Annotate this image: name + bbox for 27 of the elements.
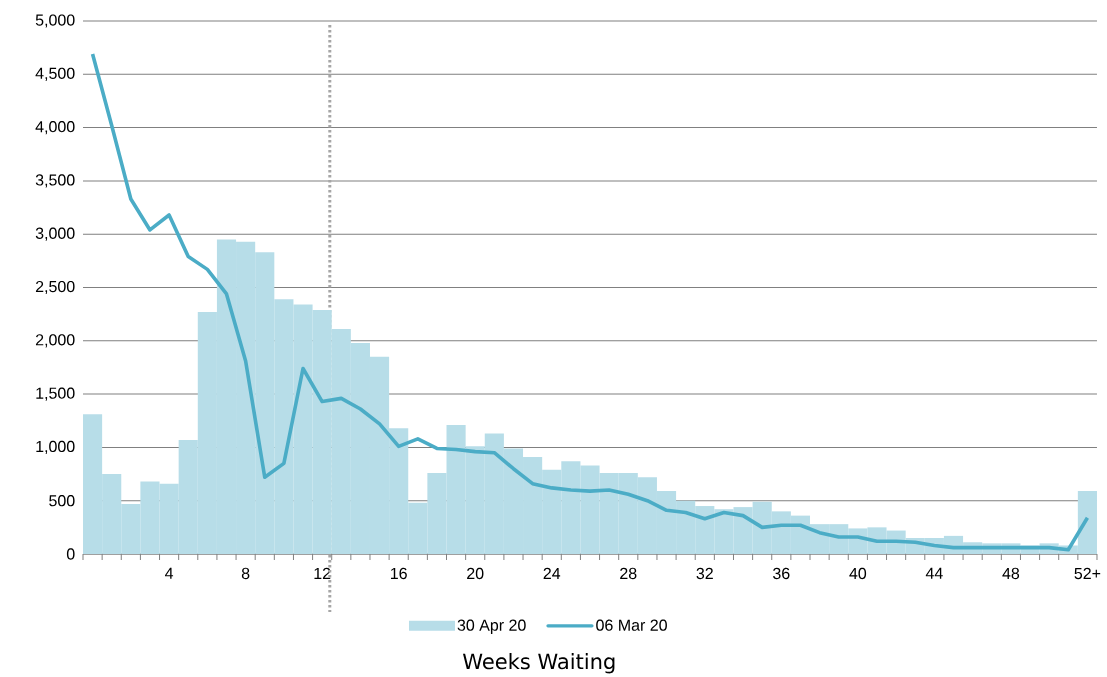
x-tick-label: 16 — [391, 567, 407, 580]
x-tick-label: 20 — [467, 567, 484, 580]
x-tick-label: 32 — [696, 567, 713, 580]
y-tick-label: 2,500 — [35, 280, 75, 295]
legend-label: 06 Mar 20 — [596, 619, 667, 631]
legend-label: 30 Apr 20 — [457, 619, 526, 634]
x-tick-label: 36 — [773, 567, 790, 580]
y-tick-label: 4,000 — [35, 120, 75, 135]
y-tick-label: 3,500 — [35, 174, 75, 188]
y-tick-label: 0 — [66, 548, 75, 560]
x-tick-label: 40 — [849, 567, 867, 580]
y-tick-label: 1,000 — [36, 440, 75, 454]
y-tick-label: 1,500 — [36, 387, 75, 401]
x-tick-label: 28 — [620, 567, 637, 580]
x-tick-label: 52+ — [1074, 567, 1101, 580]
y-tick-label: 2,000 — [35, 334, 75, 348]
y-tick-label: 3,000 — [35, 227, 75, 241]
x-tick-label: 24 — [543, 567, 561, 579]
y-tick-label: 500 — [49, 495, 75, 507]
x-tick-label: 44 — [925, 567, 943, 579]
x-tick-label: 8 — [241, 567, 250, 580]
x-tick-label: 12 — [314, 567, 331, 579]
y-tick-label: 4,500 — [35, 67, 75, 81]
x-axis-title: Weeks Waiting — [462, 653, 615, 674]
x-tick-label: 48 — [1002, 567, 1020, 580]
x-tick-label: 4 — [165, 567, 174, 579]
y-tick-label: 5,000 — [35, 14, 75, 28]
